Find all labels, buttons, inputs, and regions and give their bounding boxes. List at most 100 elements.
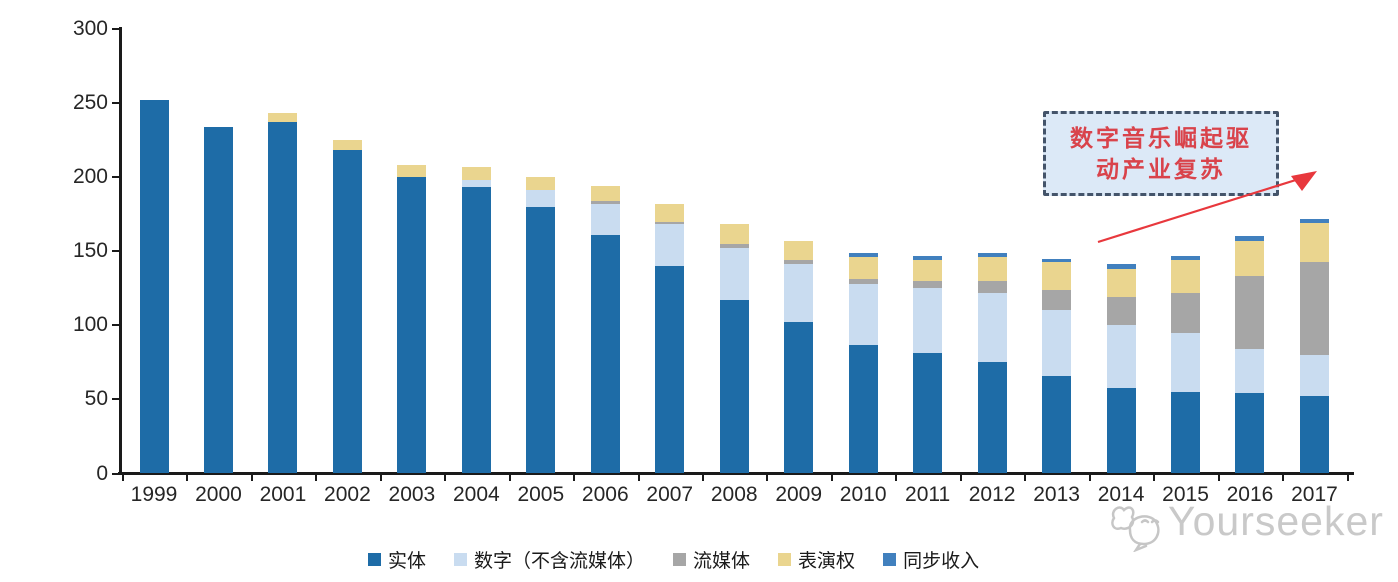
bar-segment-流媒体-2016: [1235, 276, 1265, 349]
x-tick-label-2009: 2009: [775, 483, 823, 506]
bar-segment-表演权-2012: [977, 257, 1007, 281]
y-tick-label-150: 150: [72, 239, 108, 263]
x-tick-mark: [1024, 474, 1027, 481]
bar-segment-表演权-2011: [913, 260, 943, 281]
legend-item-流媒体: 流媒体: [673, 546, 750, 573]
bar-segment-实体-2012: [977, 362, 1007, 474]
bar-segment-流媒体-2009: [784, 260, 814, 265]
y-tick-mark: [112, 101, 120, 104]
bar-segment-数字（不含流媒体）-2004: [461, 180, 491, 188]
x-tick-mark: [121, 474, 124, 481]
bar-segment-实体-2006: [590, 234, 620, 474]
bar-segment-实体-2016: [1235, 393, 1265, 474]
bar-segment-流媒体-2012: [977, 280, 1007, 293]
legend-label: 实体: [388, 551, 427, 572]
bar-segment-实体-1999: [139, 99, 169, 474]
bar-segment-同步收入-2017: [1299, 218, 1329, 223]
bar-segment-实体-2001: [268, 122, 298, 474]
x-tick-mark: [186, 474, 189, 481]
x-tick-label-2007: 2007: [646, 483, 694, 506]
x-tick-mark: [1153, 474, 1156, 481]
bar-segment-实体-2009: [784, 322, 814, 474]
bar-segment-数字（不含流媒体）-2012: [977, 292, 1007, 363]
bar-segment-同步收入-2016: [1235, 236, 1265, 241]
x-tick-label-2008: 2008: [710, 483, 758, 506]
legend-label: 数字（不含流媒体）: [474, 551, 646, 572]
yourseeker-logo-icon: [1111, 506, 1160, 552]
bar-segment-实体-2005: [526, 206, 556, 474]
x-tick-label-2001: 2001: [259, 483, 307, 506]
x-tick-mark: [830, 474, 833, 481]
bar-segment-数字（不含流媒体）-2007: [655, 224, 685, 266]
y-tick-label-0: 0: [96, 461, 108, 485]
y-tick-label-100: 100: [72, 313, 108, 337]
bar-segment-表演权-2004: [461, 166, 491, 180]
x-tick-label-2012: 2012: [968, 483, 1016, 506]
bar-segment-实体-2017: [1299, 396, 1329, 474]
bar-segment-表演权-2013: [1042, 261, 1072, 290]
x-tick-mark: [315, 474, 318, 481]
legend-swatch-icon: [454, 553, 468, 566]
bar-segment-表演权-2010: [848, 257, 878, 280]
x-tick-label-2017: 2017: [1291, 483, 1338, 506]
x-tick-label-2016: 2016: [1226, 483, 1274, 506]
bar-segment-表演权-2015: [1171, 260, 1201, 293]
x-tick-label-2006: 2006: [581, 483, 629, 506]
bar-segment-实体-2000: [203, 126, 233, 474]
x-tick-mark: [637, 474, 640, 481]
bar-segment-实体-2010: [848, 344, 878, 474]
x-tick-mark: [1088, 474, 1091, 481]
bar-segment-同步收入-2014: [1106, 264, 1136, 269]
annotation-box: 数字音乐崛起驱 动产业复苏: [1043, 111, 1279, 196]
bar-segment-流媒体-2013: [1042, 289, 1072, 311]
bar-segment-数字（不含流媒体）-2005: [526, 190, 556, 207]
bar-segment-数字（不含流媒体）-2011: [913, 288, 943, 354]
x-tick-mark: [444, 474, 447, 481]
y-tick-mark: [112, 398, 120, 401]
x-tick-mark: [895, 474, 898, 481]
bar-segment-数字（不含流媒体）-2013: [1042, 310, 1072, 376]
bar-segment-表演权-2006: [590, 185, 620, 201]
legend-item-实体: 实体: [368, 546, 426, 573]
bar-segment-流媒体-2006: [590, 200, 620, 204]
legend: 实体 数字（不含流媒体） 流媒体 表演权 同步收入: [368, 546, 979, 573]
bar-segment-数字（不含流媒体）-2015: [1171, 332, 1201, 392]
x-tick-label-2011: 2011: [905, 483, 951, 506]
legend-item-数字（不含流媒体）: 数字（不含流媒体）: [454, 546, 645, 573]
bar-segment-表演权-2002: [332, 139, 362, 151]
bar-segment-数字（不含流媒体）-2008: [719, 248, 749, 301]
bar-segment-表演权-2017: [1299, 222, 1329, 262]
y-tick-label-300: 300: [72, 16, 108, 40]
x-tick-mark: [1282, 474, 1285, 481]
x-tick-label-2000: 2000: [195, 483, 242, 506]
x-tick-mark: [573, 474, 576, 481]
bar-segment-表演权-2001: [268, 113, 298, 123]
x-tick-mark: [250, 474, 253, 481]
bar-segment-同步收入-2015: [1171, 255, 1201, 261]
legend-item-同步收入: 同步收入: [883, 546, 979, 573]
legend-label: 流媒体: [693, 551, 751, 572]
bar-segment-实体-2007: [655, 265, 685, 474]
bar-segment-表演权-2005: [526, 177, 556, 191]
bar-segment-实体-2008: [719, 300, 749, 474]
bar-segment-同步收入-2012: [977, 252, 1007, 258]
bar-segment-实体-2013: [1042, 375, 1072, 474]
bar-segment-实体-2014: [1106, 387, 1136, 474]
legend-swatch-icon: [883, 553, 897, 566]
bar-segment-表演权-2016: [1235, 240, 1265, 277]
y-axis-line: [119, 27, 122, 474]
bar-segment-实体-2015: [1171, 391, 1201, 474]
bar-segment-表演权-2008: [719, 224, 749, 244]
bar-segment-流媒体-2011: [913, 280, 943, 289]
bar-segment-表演权-2014: [1106, 268, 1136, 298]
y-tick-mark: [112, 324, 120, 327]
bar-segment-流媒体-2014: [1106, 297, 1136, 326]
legend-label: 表演权: [798, 551, 856, 572]
bar-segment-实体-2003: [397, 177, 427, 474]
bar-segment-数字（不含流媒体）-2009: [784, 264, 814, 323]
bar-segment-数字（不含流媒体）-2017: [1299, 354, 1329, 397]
x-tick-label-2004: 2004: [452, 483, 500, 506]
x-tick-label-2010: 2010: [839, 483, 887, 506]
legend-swatch-icon: [368, 553, 381, 566]
annotation-text-line1: 数字音乐崛起驱: [1070, 124, 1252, 151]
